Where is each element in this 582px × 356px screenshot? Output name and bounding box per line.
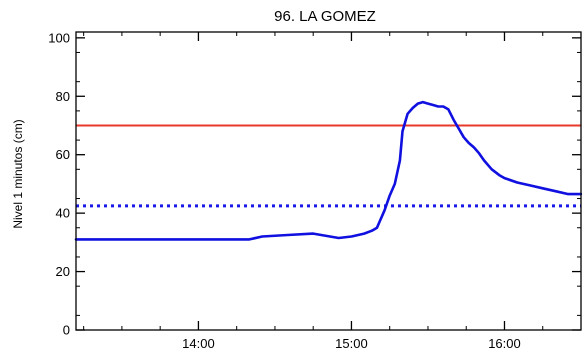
y-axis-label: Nivel 1 minutos (cm) (11, 119, 25, 228)
x-tick-label: 15:00 (335, 336, 368, 351)
y-tick-label: 0 (63, 323, 70, 338)
x-tick-label: 16:00 (488, 336, 521, 351)
series-layer (74, 100, 582, 241)
y-tick-label: 60 (56, 147, 70, 162)
reference-lines (76, 124, 581, 208)
plot-frame (75, 31, 582, 331)
y-tick-label: 80 (56, 89, 70, 104)
series-line-0 (74, 100, 582, 241)
y-tick-label: 20 (56, 264, 70, 279)
y-tick-label: 100 (48, 30, 70, 45)
chart-title: 96. LA GOMEZ (274, 8, 376, 25)
x-tick-label: 14:00 (182, 336, 215, 351)
y-ticks: 0 20 40 60 80 100 (48, 30, 581, 338)
y-tick-label: 40 (56, 206, 70, 221)
x-ticks: 14:00 15:00 16:00 (83, 32, 582, 351)
